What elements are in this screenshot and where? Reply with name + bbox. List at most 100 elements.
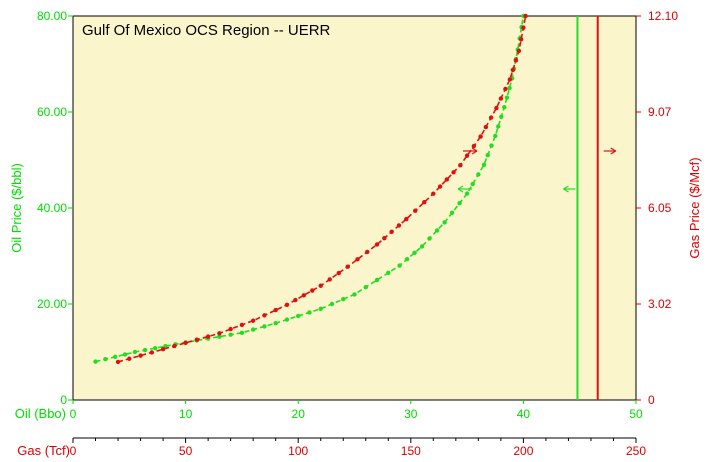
oil-series-point (502, 105, 507, 110)
oil-series-point (217, 334, 222, 339)
gas-series-point (431, 191, 436, 196)
gas-series-point (355, 257, 360, 262)
gas-series-point (510, 67, 516, 73)
gas-series-point (160, 347, 166, 352)
gas-series-point (498, 96, 504, 101)
gas-series-point (396, 223, 402, 228)
gas-series-point (327, 277, 332, 282)
gas-series-point (115, 359, 121, 365)
oil-series-point (103, 357, 108, 362)
left-y-axis: 0 20.00 40.00 60.00 80.00 (37, 9, 73, 407)
gas-series-point (382, 235, 387, 241)
chart-title: Gulf Of Mexico OCS Region -- UERR (82, 22, 331, 39)
gas-series-point (345, 264, 350, 269)
oil-series-point (341, 297, 346, 302)
oil-series-point (397, 263, 402, 268)
oil-x-tick-label: 20 (292, 407, 306, 421)
gas-series-point (488, 115, 494, 120)
gas-series-point (183, 340, 188, 346)
gas-series-point (149, 350, 155, 355)
right-y-axis-title: Gas Price ($/Mcf) (687, 157, 702, 258)
oil-series-point (412, 250, 417, 255)
reference-layer (457, 16, 617, 400)
left-y-tick-label: 40.00 (37, 201, 67, 215)
gas-series-point (513, 58, 519, 63)
oil-series-point (352, 292, 357, 297)
gas-series-point (284, 302, 290, 307)
gas-series-point (444, 177, 450, 182)
oil-series-point (493, 133, 498, 139)
gas-curve-arrowhead-icon (471, 147, 478, 155)
oil-series-point (464, 191, 470, 196)
gas-series-point (413, 208, 418, 213)
gas-series-point (336, 270, 341, 276)
gas-series-point (194, 337, 200, 342)
oil-curve-arrowhead-icon (457, 185, 464, 193)
gas-series-point (250, 318, 256, 323)
gas-series-point (471, 143, 477, 149)
gas-series-point (310, 288, 315, 293)
oil-series-point (419, 244, 425, 249)
gas-x-tick-label: 50 (179, 444, 193, 458)
oil-series-point (485, 153, 490, 158)
oil-series-point (284, 317, 290, 322)
plot-area (72, 15, 637, 401)
oil-series-point (507, 85, 512, 91)
oil-series-point (470, 181, 475, 187)
oil-series-point (442, 220, 447, 225)
gas-x-tick-label: 150 (401, 444, 421, 458)
oil-x-tick-label: 50 (629, 407, 643, 421)
oil-series-point (307, 310, 312, 315)
gas-series-point (389, 229, 394, 235)
gas-x-axis: 0 50 100 150 200 250 (70, 437, 646, 458)
gas-series-point (458, 162, 463, 168)
right-y-tick-label: 9.07 (648, 105, 672, 119)
oil-series-point (374, 277, 380, 283)
gas-series-point (262, 313, 267, 318)
gas-series-point (205, 334, 211, 339)
oil-series-point (228, 332, 233, 337)
series-layer (93, 13, 528, 365)
left-y-tick-label: 60.00 (37, 105, 67, 119)
oil-series-point (163, 344, 168, 349)
oil-series-point (404, 257, 410, 262)
left-y-axis-title: Oil Price ($/bbl) (9, 163, 24, 253)
oil-arrowhead-icon (563, 185, 569, 193)
oil-series-point (318, 306, 323, 311)
gas-series-point (301, 293, 307, 298)
gas-series-point (422, 199, 427, 205)
oil-series-point (93, 359, 98, 364)
left-y-tick-label: 0 (60, 393, 67, 407)
oil-series-point (262, 324, 267, 329)
oil-x-axis-title: Oil (Bbo) (15, 406, 66, 421)
gas-series-point (516, 48, 522, 54)
gas-series-point (503, 86, 508, 92)
gas-series-point (138, 353, 143, 358)
gas-series-point (483, 124, 489, 130)
gas-series-point (228, 326, 233, 332)
oil-series-point (386, 270, 391, 275)
oil-x-axis: 0 10 20 30 40 50 (70, 400, 643, 421)
oil-x-tick-label: 30 (404, 407, 418, 421)
oil-x-tick-label: 0 (70, 407, 77, 421)
oil-series-point (363, 285, 368, 290)
gas-series-point (318, 283, 323, 288)
oil-series-point (250, 327, 256, 332)
oil-series-point (329, 301, 335, 307)
oil-series-point (449, 210, 455, 215)
gas-series-point (521, 25, 526, 30)
oil-series-point (434, 228, 440, 233)
oil-series-point (504, 95, 510, 100)
gas-arrowhead-icon (610, 147, 617, 155)
oil-series-point (152, 345, 158, 351)
gas-series-point (464, 153, 470, 158)
gas-series-point (437, 184, 443, 189)
gas-series-point (293, 297, 298, 303)
gas-series-point (127, 356, 132, 361)
gas-series-point (172, 343, 177, 349)
gas-series-point (523, 13, 528, 19)
oil-series-point (496, 124, 501, 129)
right-y-tick-label: 6.05 (648, 201, 672, 215)
gas-x-axis-title: Gas (Tcf) (17, 443, 70, 458)
